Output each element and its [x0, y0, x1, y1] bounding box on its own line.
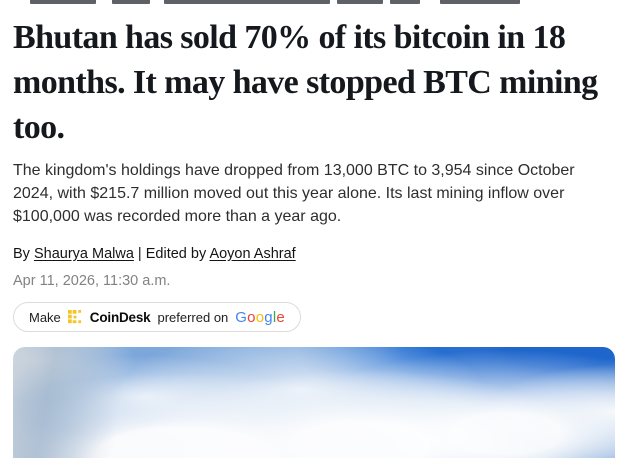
byline-prefix: By — [13, 246, 30, 262]
clipped-text-above — [0, 0, 628, 6]
clipped-text-fragment — [440, 0, 520, 4]
publish-date: Apr 11, 2026, 11:30 a.m. — [13, 273, 171, 289]
pill-middle-label: preferred on — [157, 309, 229, 325]
coindesk-logo-icon — [67, 309, 83, 325]
article-subheadline: The kingdom's holdings have dropped from… — [13, 162, 575, 225]
coindesk-wordmark: CoinDesk — [89, 309, 151, 325]
pill-make-label: Make — [29, 309, 61, 325]
google-preferred-button[interactable]: Make CoinDesk preferred on Google — [13, 302, 301, 332]
clipped-text-fragment — [30, 0, 96, 4]
author-link[interactable]: Shaurya Malwa — [33, 246, 134, 262]
clipped-text-fragment — [112, 0, 150, 4]
clipped-text-fragment — [164, 0, 330, 4]
byline: By Shaurya Malwa | Edited by Aoyon Ashra… — [13, 246, 615, 262]
article-header: Bhutan has sold 70% of its bitcoin in 18… — [0, 15, 628, 332]
clipped-text-fragment — [337, 0, 383, 4]
edited-by-prefix: Edited by — [145, 246, 207, 262]
editor-link[interactable]: Aoyon Ashraf — [209, 246, 296, 262]
hero-image — [13, 347, 615, 458]
google-logo: Google — [235, 308, 285, 326]
byline-separator: | — [137, 246, 142, 262]
article-headline: Bhutan has sold 70% of its bitcoin in 18… — [13, 19, 598, 146]
clipped-text-fragment — [390, 0, 420, 4]
